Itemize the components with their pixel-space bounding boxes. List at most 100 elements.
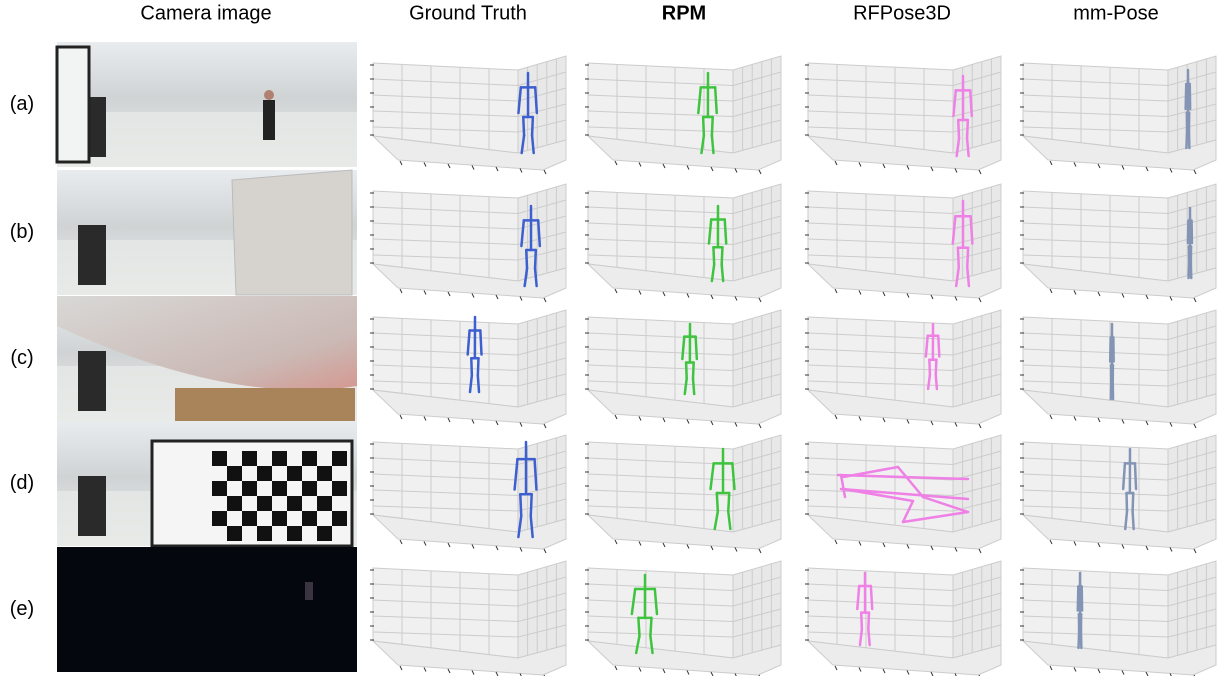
- bone: [967, 120, 968, 138]
- bone: [936, 375, 937, 389]
- bone: [1135, 463, 1136, 489]
- tick: [1050, 666, 1052, 670]
- tick: [615, 161, 617, 165]
- bone: [523, 117, 524, 135]
- tick: [639, 291, 641, 295]
- tick: [931, 672, 933, 676]
- camera-image: [57, 547, 357, 672]
- tick: [472, 294, 474, 298]
- bone: [532, 135, 534, 153]
- tick: [1098, 543, 1100, 547]
- camera-image: [57, 42, 357, 167]
- tick: [615, 415, 617, 419]
- tick: [711, 295, 713, 299]
- tick: [711, 421, 713, 425]
- plot-3d: [585, 56, 781, 174]
- bone: [693, 363, 694, 379]
- tick: [711, 672, 713, 676]
- plot-3d: [370, 56, 566, 174]
- column-header: RPM: [662, 2, 706, 24]
- tick: [1194, 298, 1196, 302]
- bone: [722, 247, 723, 264]
- plot-3d: [585, 435, 781, 553]
- side-wall: [733, 310, 781, 407]
- tick: [859, 542, 861, 546]
- tick: [1194, 170, 1196, 174]
- tick: [1050, 161, 1052, 165]
- tick: [424, 163, 426, 167]
- tick: [472, 545, 474, 549]
- bone: [480, 331, 481, 355]
- tick: [1098, 164, 1100, 168]
- tick: [907, 294, 909, 298]
- tick: [931, 421, 933, 425]
- tick: [544, 170, 546, 174]
- check: [317, 466, 332, 481]
- tick: [496, 672, 498, 676]
- tick: [835, 289, 837, 293]
- tick: [1098, 292, 1100, 296]
- side-wall: [518, 184, 566, 281]
- bone: [1133, 493, 1134, 511]
- bone: [1127, 493, 1128, 511]
- tick: [735, 169, 737, 173]
- tick: [520, 548, 522, 552]
- tick: [448, 164, 450, 168]
- check: [227, 526, 242, 541]
- light: [305, 582, 313, 600]
- bone: [712, 117, 713, 135]
- bone: [686, 363, 687, 379]
- tick: [955, 169, 957, 173]
- tick: [639, 417, 641, 421]
- column-header: mm-Pose: [1073, 2, 1159, 24]
- check: [242, 511, 257, 526]
- bone: [967, 138, 969, 156]
- tick: [1146, 295, 1148, 299]
- tick: [955, 423, 957, 427]
- bone: [1125, 511, 1127, 529]
- check: [212, 481, 227, 496]
- row-label: (a): [10, 93, 34, 115]
- bone: [1133, 511, 1134, 529]
- tick: [955, 297, 957, 301]
- sheet: [232, 170, 352, 295]
- bone: [958, 248, 959, 268]
- bone: [638, 618, 639, 636]
- camera-image: [57, 296, 357, 421]
- tick: [1146, 546, 1148, 550]
- tick: [1050, 540, 1052, 544]
- bone: [868, 613, 869, 630]
- tick: [883, 292, 885, 296]
- tick: [687, 420, 689, 424]
- tick: [979, 549, 981, 553]
- tick: [400, 666, 402, 670]
- plot-3d: [585, 561, 781, 676]
- tick: [759, 424, 761, 428]
- side-wall: [953, 561, 1001, 658]
- bone: [871, 586, 872, 609]
- check: [257, 526, 272, 541]
- row-label: (e): [10, 598, 34, 620]
- tick: [835, 161, 837, 165]
- bone: [1078, 587, 1079, 611]
- tick: [759, 170, 761, 174]
- check: [287, 466, 302, 481]
- plot-3d: [585, 184, 781, 302]
- tick: [759, 549, 761, 553]
- bone: [928, 375, 930, 389]
- tick: [711, 546, 713, 550]
- tick: [639, 163, 641, 167]
- bone: [535, 87, 537, 113]
- tick: [979, 170, 981, 174]
- check: [332, 511, 347, 526]
- bone: [728, 493, 729, 511]
- plot-3d: [805, 310, 1001, 428]
- check: [317, 496, 332, 511]
- tick: [496, 546, 498, 550]
- column-header: Camera image: [140, 2, 271, 24]
- tick: [735, 297, 737, 301]
- tick: [883, 543, 885, 547]
- tick: [663, 669, 665, 673]
- side-wall: [1168, 435, 1216, 532]
- check: [257, 496, 272, 511]
